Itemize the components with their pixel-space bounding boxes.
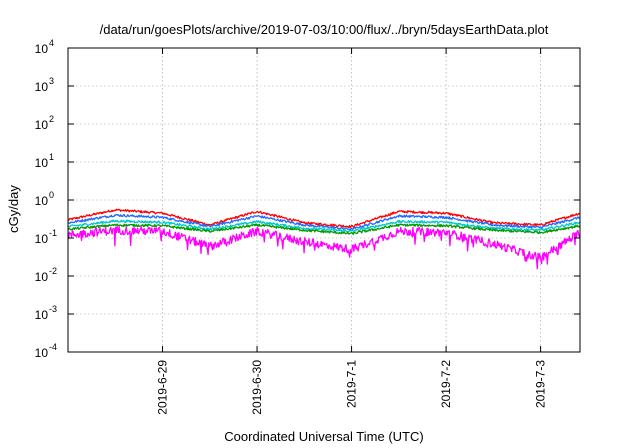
grid [68,48,580,352]
y-tick-label: 10 -3 [35,304,57,322]
x-tick-label: 2019-7-3 [534,360,548,408]
y-tick-base: 10 [35,118,49,132]
series-line [67,208,581,229]
y-tick-label: 10 -2 [35,266,57,284]
series-group [67,208,581,270]
y-tick-base: 10 [35,80,49,94]
y-tick-base: 10 [35,270,49,284]
y-tick-exponent: 0 [49,190,54,200]
y-tick-base: 10 [35,156,49,170]
y-tick-exponent: 2 [49,114,54,124]
y-tick-label: 10 4 [35,38,54,56]
x-tick-label: 2019-7-2 [439,360,453,408]
y-tick-label: 10 3 [35,76,54,94]
x-tick-label: 2019-6-30 [250,360,264,415]
y-tick-label: 10 0 [35,190,54,208]
chart-title: /data/run/goesPlots/archive/2019-07-03/1… [100,22,549,37]
y-tick-exponent: -3 [49,304,57,314]
y-tick-exponent: -2 [49,266,57,276]
y-tick-base: 10 [35,308,49,322]
y-tick-label: 10 2 [35,114,54,132]
x-axis: 2019-6-29 2019-6-30 2019-7-1 2019-7-2 2019-7… [156,48,548,415]
x-axis-label: Coordinated Universal Time (UTC) [224,429,423,444]
y-axis-label: cGy/day [6,185,21,233]
y-tick-exponent: 3 [49,76,54,86]
x-tick-label: 2019-7-1 [345,360,359,408]
x-tick-label: 2019-6-29 [156,360,170,415]
y-tick-base: 10 [35,194,49,208]
series-line [67,223,581,236]
y-tick-base: 10 [35,42,49,56]
y-tick-label: 10 -4 [35,342,57,360]
y-tick-base: 10 [35,232,49,246]
y-tick-label: 10 1 [35,152,54,170]
y-tick-label: 10 -1 [35,228,57,246]
y-tick-exponent: 1 [49,152,54,162]
series-line [67,213,581,231]
y-tick-exponent: -4 [49,342,57,352]
y-tick-exponent: -1 [49,228,57,238]
y-tick-exponent: 4 [49,38,54,48]
series-line [67,225,581,270]
y-tick-base: 10 [35,346,49,360]
